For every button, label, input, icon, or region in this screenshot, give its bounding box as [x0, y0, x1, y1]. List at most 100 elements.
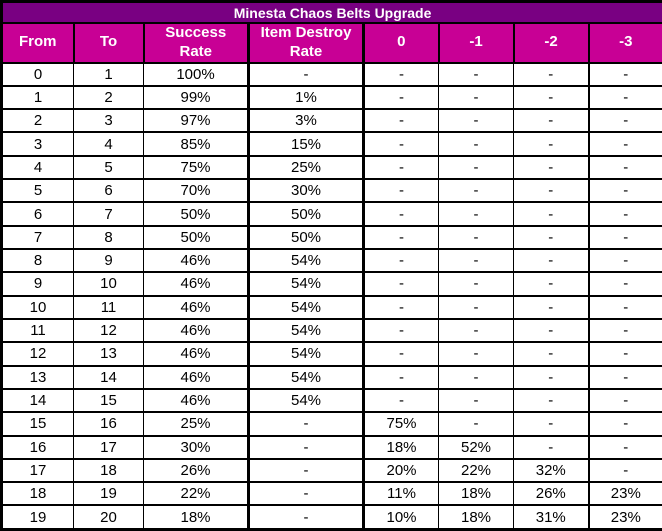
table-cell: -	[513, 247, 589, 274]
table-row: 17 18 26% -20% 22% 32% -	[1, 457, 662, 484]
table-cell: 20	[73, 504, 144, 531]
table-cell: -	[438, 61, 514, 87]
table-cell: -	[513, 317, 589, 344]
table-cell: -	[438, 224, 514, 251]
table-cell: -	[513, 154, 589, 181]
table-cell: -	[587, 387, 662, 414]
table-cell: 22%	[143, 481, 249, 507]
column-header-minus2: -2	[512, 22, 590, 64]
table-cell: -	[247, 481, 365, 507]
column-header-to: To	[72, 22, 145, 64]
table-cell: 20%	[363, 457, 439, 484]
table-cell: -	[438, 411, 514, 437]
table-cell: -	[247, 457, 365, 484]
table-cell: 50%	[247, 224, 365, 251]
table-cell: 54%	[247, 341, 365, 367]
table-cell: -	[513, 61, 589, 87]
table-cell: -	[587, 271, 662, 297]
column-header-from: From	[0, 22, 75, 64]
table-cell: 15	[73, 387, 144, 414]
table-cell: 4	[73, 131, 144, 157]
table-cell: -	[363, 341, 439, 367]
table-cell: 19	[73, 481, 144, 507]
table-cell: 3%	[247, 108, 365, 134]
table-cell: -	[438, 178, 514, 204]
table-cell: 15%	[247, 131, 365, 157]
table-cell: -	[363, 317, 439, 344]
table-cell: 11	[73, 294, 144, 320]
table-cell: -	[363, 178, 439, 204]
table-cell: -	[363, 61, 439, 87]
table-row: 8 9 46% 54% - - - -	[1, 247, 662, 274]
table-cell: -	[363, 387, 439, 414]
table-row: 19 20 18% -10% 18% 31% 23%	[1, 504, 662, 531]
table-cell: -	[587, 247, 662, 274]
table-cell: 17	[73, 434, 144, 460]
table-row: 6 7 50% 50% - - - -	[1, 201, 662, 227]
table-cell: -	[247, 61, 365, 87]
table-cell: 54%	[247, 271, 365, 297]
table-cell: 46%	[143, 364, 249, 390]
table-cell: 18%	[143, 504, 249, 531]
table-cell: -	[587, 201, 662, 227]
table-title-row: Minesta Chaos Belts Upgrade	[1, 1, 662, 24]
table-row: 9 10 46% 54% - - - -	[1, 271, 662, 297]
table-cell: 100%	[143, 61, 249, 87]
table-cell: 5	[1, 178, 74, 204]
table-cell: 18%	[438, 481, 514, 507]
table-row: 10 11 46% 54% - - - -	[1, 294, 662, 320]
table-cell: -	[438, 131, 514, 157]
table-cell: 14	[73, 364, 144, 390]
table-cell: -	[247, 411, 365, 437]
table-cell: 1	[73, 61, 144, 87]
table-cell: 14	[1, 387, 74, 414]
table-cell: -	[438, 317, 514, 344]
table-cell: 25%	[247, 154, 365, 181]
table-cell: -	[587, 84, 662, 111]
table-cell: 22%	[438, 457, 514, 484]
table-cell: 16	[73, 411, 144, 437]
table-cell: -	[513, 294, 589, 320]
table-cell: 0	[1, 61, 74, 87]
table-cell: 18	[73, 457, 144, 484]
table-cell: 26%	[513, 481, 589, 507]
table-cell: 3	[1, 131, 74, 157]
table-cell: 75%	[363, 411, 439, 437]
column-header-minus3: -3	[587, 22, 662, 64]
table-cell: -	[363, 247, 439, 274]
table-cell: -	[587, 411, 662, 437]
table-cell: -	[513, 201, 589, 227]
table-header-row: From To Success Rate Item Destroy Rate 0…	[0, 22, 662, 64]
table-cell: 99%	[143, 84, 249, 111]
table-cell: -	[247, 434, 365, 460]
table-cell: 31%	[513, 504, 589, 531]
table-cell: -	[363, 201, 439, 227]
table-cell: 8	[73, 224, 144, 251]
table-body: 0 1 100% - - - - -1 2 99% 1% - - - -2 3 97% 3% - - - -3 4 85% 15…	[1, 61, 662, 531]
table-cell: 46%	[143, 294, 249, 320]
table-cell: 12	[1, 341, 74, 367]
table-cell: 17	[1, 457, 74, 484]
table-cell: 50%	[247, 201, 365, 227]
table-title: Minesta Chaos Belts Upgrade	[1, 1, 662, 24]
table-cell: 18%	[438, 504, 514, 531]
table-cell: -	[587, 294, 662, 320]
table-cell: -	[587, 434, 662, 460]
table-cell: 18%	[363, 434, 439, 460]
table-cell: -	[363, 108, 439, 134]
table-cell: -	[587, 108, 662, 134]
table-cell: 50%	[143, 224, 249, 251]
table-cell: 19	[1, 504, 74, 531]
table-cell: 70%	[143, 178, 249, 204]
table-cell: -	[438, 364, 514, 390]
table-cell: 6	[73, 178, 144, 204]
table-cell: 25%	[143, 411, 249, 437]
table-cell: 46%	[143, 387, 249, 414]
table-cell: 32%	[513, 457, 589, 484]
table-cell: 1%	[247, 84, 365, 111]
table-cell: 2	[73, 84, 144, 111]
table-cell: 54%	[247, 247, 365, 274]
table-cell: 9	[1, 271, 74, 297]
table-cell: 6	[1, 201, 74, 227]
table-cell: 97%	[143, 108, 249, 134]
